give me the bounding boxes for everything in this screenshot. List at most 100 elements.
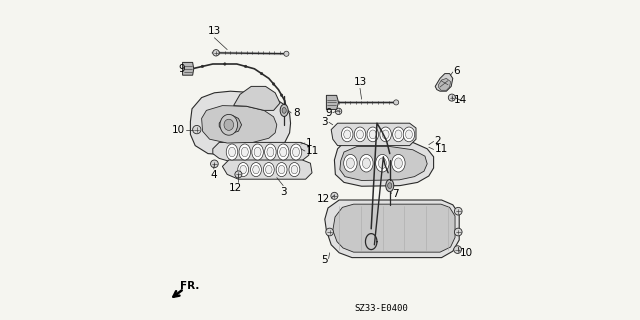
Polygon shape xyxy=(334,139,434,186)
Polygon shape xyxy=(182,62,194,75)
Text: 8: 8 xyxy=(292,108,300,118)
Polygon shape xyxy=(438,78,451,90)
Ellipse shape xyxy=(278,144,289,160)
Text: 9: 9 xyxy=(326,108,332,118)
Ellipse shape xyxy=(280,94,283,96)
Ellipse shape xyxy=(289,163,300,177)
Text: 9: 9 xyxy=(178,64,184,75)
Text: 10: 10 xyxy=(460,248,473,258)
Ellipse shape xyxy=(346,158,355,168)
Ellipse shape xyxy=(292,147,300,157)
Ellipse shape xyxy=(238,163,248,177)
Ellipse shape xyxy=(380,127,392,142)
Polygon shape xyxy=(223,160,312,179)
Text: 11: 11 xyxy=(435,144,448,155)
Text: 7: 7 xyxy=(392,188,399,199)
Polygon shape xyxy=(332,123,416,146)
Ellipse shape xyxy=(388,183,392,188)
Text: 11: 11 xyxy=(306,146,319,156)
Ellipse shape xyxy=(253,165,259,174)
Ellipse shape xyxy=(454,228,462,236)
Ellipse shape xyxy=(454,246,461,253)
Ellipse shape xyxy=(224,119,234,131)
Ellipse shape xyxy=(284,51,289,56)
Ellipse shape xyxy=(254,147,261,157)
Ellipse shape xyxy=(386,180,394,192)
Polygon shape xyxy=(326,95,339,109)
Ellipse shape xyxy=(326,228,333,236)
Ellipse shape xyxy=(211,160,218,168)
Ellipse shape xyxy=(394,100,399,105)
Text: 12: 12 xyxy=(228,183,242,193)
Polygon shape xyxy=(191,91,291,155)
Text: 5: 5 xyxy=(321,255,328,265)
Ellipse shape xyxy=(355,127,366,142)
Ellipse shape xyxy=(392,154,405,172)
Ellipse shape xyxy=(394,158,403,168)
Text: 14: 14 xyxy=(454,95,467,105)
Ellipse shape xyxy=(252,144,264,160)
Polygon shape xyxy=(219,115,242,134)
Ellipse shape xyxy=(265,144,276,160)
Ellipse shape xyxy=(264,163,275,177)
Ellipse shape xyxy=(228,147,236,157)
Ellipse shape xyxy=(280,104,288,116)
Ellipse shape xyxy=(239,144,251,160)
Ellipse shape xyxy=(382,130,389,139)
Ellipse shape xyxy=(330,99,336,106)
Ellipse shape xyxy=(282,108,286,113)
Polygon shape xyxy=(325,200,460,258)
Ellipse shape xyxy=(241,147,248,157)
Polygon shape xyxy=(340,147,428,180)
Ellipse shape xyxy=(250,163,262,177)
Ellipse shape xyxy=(280,147,287,157)
Ellipse shape xyxy=(276,163,287,177)
Text: 13: 13 xyxy=(353,77,367,87)
Ellipse shape xyxy=(335,108,342,115)
Ellipse shape xyxy=(449,94,456,101)
Ellipse shape xyxy=(369,130,376,139)
Ellipse shape xyxy=(266,165,272,174)
Text: 13: 13 xyxy=(208,26,221,36)
Polygon shape xyxy=(202,106,277,143)
Polygon shape xyxy=(234,86,280,110)
Ellipse shape xyxy=(395,130,402,139)
Text: SZ33-E0400: SZ33-E0400 xyxy=(354,304,408,313)
Ellipse shape xyxy=(235,171,242,178)
Ellipse shape xyxy=(240,165,246,174)
Ellipse shape xyxy=(403,127,415,142)
Text: 10: 10 xyxy=(172,124,184,135)
Text: 12: 12 xyxy=(317,194,331,204)
Ellipse shape xyxy=(378,158,387,168)
Polygon shape xyxy=(212,142,309,162)
Ellipse shape xyxy=(393,127,404,142)
Ellipse shape xyxy=(342,127,353,142)
Ellipse shape xyxy=(331,192,338,199)
Ellipse shape xyxy=(367,127,379,142)
Text: FR.: FR. xyxy=(180,281,199,291)
Ellipse shape xyxy=(201,65,204,68)
Ellipse shape xyxy=(362,158,371,168)
Ellipse shape xyxy=(454,207,462,215)
Text: 3: 3 xyxy=(321,117,328,127)
Ellipse shape xyxy=(227,144,238,160)
Text: 4: 4 xyxy=(211,170,217,180)
Text: 3: 3 xyxy=(280,187,287,197)
Ellipse shape xyxy=(260,72,263,75)
Polygon shape xyxy=(333,204,455,252)
Ellipse shape xyxy=(278,165,285,174)
Text: 6: 6 xyxy=(453,66,460,76)
Ellipse shape xyxy=(267,147,274,157)
Text: 1: 1 xyxy=(306,138,312,148)
Ellipse shape xyxy=(212,50,219,56)
Ellipse shape xyxy=(360,154,373,172)
Ellipse shape xyxy=(244,65,247,68)
Text: 2: 2 xyxy=(435,136,441,147)
Ellipse shape xyxy=(344,130,351,139)
Polygon shape xyxy=(435,74,453,91)
Ellipse shape xyxy=(193,125,201,134)
Ellipse shape xyxy=(406,130,412,139)
Ellipse shape xyxy=(284,105,287,107)
Ellipse shape xyxy=(291,165,298,174)
Ellipse shape xyxy=(376,154,389,172)
